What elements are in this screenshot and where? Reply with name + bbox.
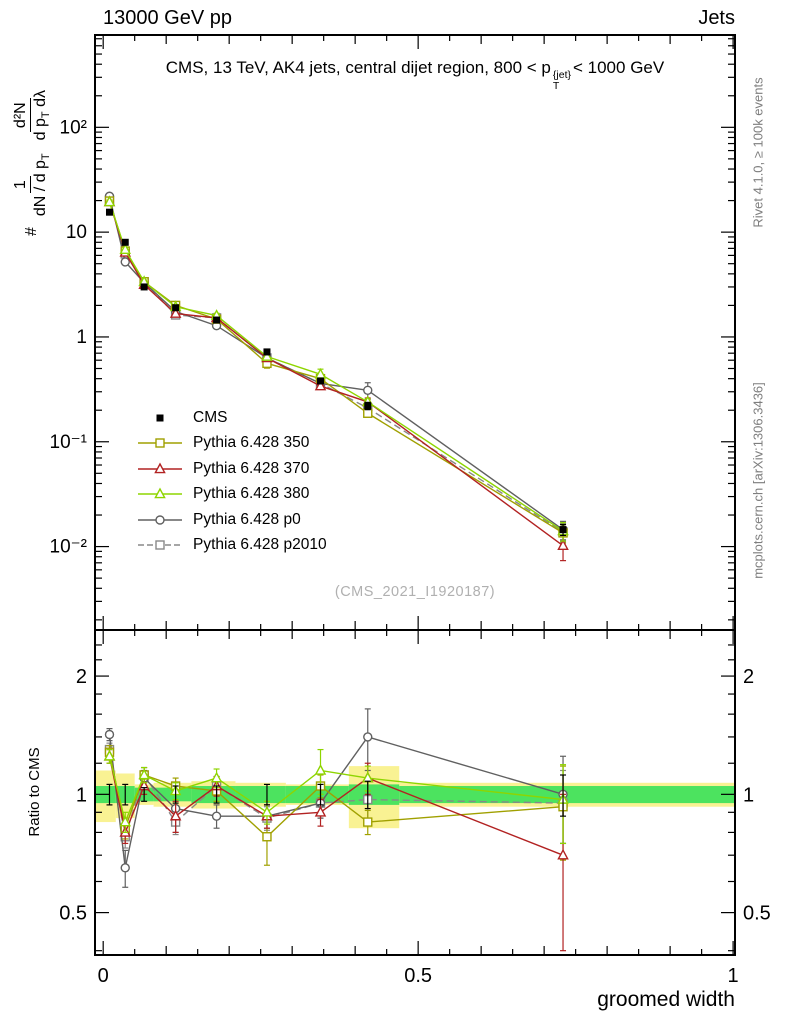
svg-text:1: 1 [76,327,87,348]
plot-title-range: < 1000 GeV [573,58,665,77]
plot-title-text: CMS, 13 TeV, AK4 jets, central dijet reg… [165,58,551,77]
beam-energy-label: 13000 GeV pp [103,7,232,29]
svg-text:0.5: 0.5 [59,903,87,925]
pt-jet-supsub: {jet} T [552,68,571,92]
legend: CMS Pythia 6.428 350 Pythia 6.428 370 Pythi… [136,405,327,558]
legend-label: Pythia 6.428 p2010 [193,536,327,554]
svg-text:10⁻¹: 10⁻¹ [50,432,88,453]
axis-ticks: 0 0.5 1 10⁻² 10⁻¹ 1 10 10² 0.5 0.5 1 1 2 2 [50,35,771,987]
legend-label: Pythia 6.428 p0 [193,510,301,528]
ratio-series-cms [106,774,567,817]
ylabel-fraction-2: d²N d pT dλ [10,90,53,141]
svg-text:0: 0 [98,965,109,987]
legend-label: Pythia 6.428 350 [193,434,310,452]
svg-text:1: 1 [76,784,87,806]
legend-label: Pythia 6.428 370 [193,459,310,477]
legend-item-pyp2010: Pythia 6.428 p2010 [136,533,327,559]
legend-label: Pythia 6.428 380 [193,485,310,503]
svg-text:2: 2 [76,666,87,688]
pt-subscript: T [552,79,560,92]
legend-item-pyp0: Pythia 6.428 p0 [136,507,327,533]
pt-superscript: {jet} [552,68,571,81]
ylabel-hash: # [23,227,40,236]
legend-marker-py380 [138,487,182,499]
plot-frames [94,34,736,956]
plot-title: CMS, 13 TeV, AK4 jets, central dijet reg… [95,58,735,92]
x-axis-label: groomed width [597,988,735,1011]
legend-marker-py350 [138,438,182,448]
svg-text:1: 1 [728,965,739,987]
mcplots-attribution-note: mcplots.cern.ch [arXiv:1306.3436] [750,382,766,579]
legend-item-py370: Pythia 6.428 370 [136,456,327,482]
svg-text:2: 2 [743,666,754,688]
legend-marker-pyp0 [138,515,182,525]
svg-text:10⁻²: 10⁻² [50,537,88,558]
legend-marker-pyp2010 [138,540,182,550]
legend-label: CMS [193,408,228,426]
legend-marker-cms [156,414,164,422]
rivet-version-note: Rivet 4.1.0, ≥ 100k events [750,77,766,228]
legend-marker-py370 [138,462,182,474]
svg-text:0.5: 0.5 [743,903,771,925]
ylabel-fraction-1: 1 dN / d pT [10,153,53,217]
svg-text:10²: 10² [60,117,87,138]
ratio-y-axis-label: Ratio to CMS [26,747,43,837]
analysis-id-watermark: (CMS_2021_I1920187) [334,584,496,600]
legend-item-py380: Pythia 6.428 380 [136,482,327,508]
ratio-series-py370 [103,748,569,952]
svg-text:1: 1 [743,784,754,806]
main-series-cms [105,208,567,537]
svg-text:0.5: 0.5 [404,965,432,987]
analysis-group-label: Jets [698,7,735,29]
svg-text:10: 10 [66,222,87,243]
legend-item-py350: Pythia 6.428 350 [136,431,327,457]
legend-item-cms: CMS [136,405,327,431]
main-y-axis-label: # 1 dN / d pT d²N d pT dλ [6,12,58,312]
